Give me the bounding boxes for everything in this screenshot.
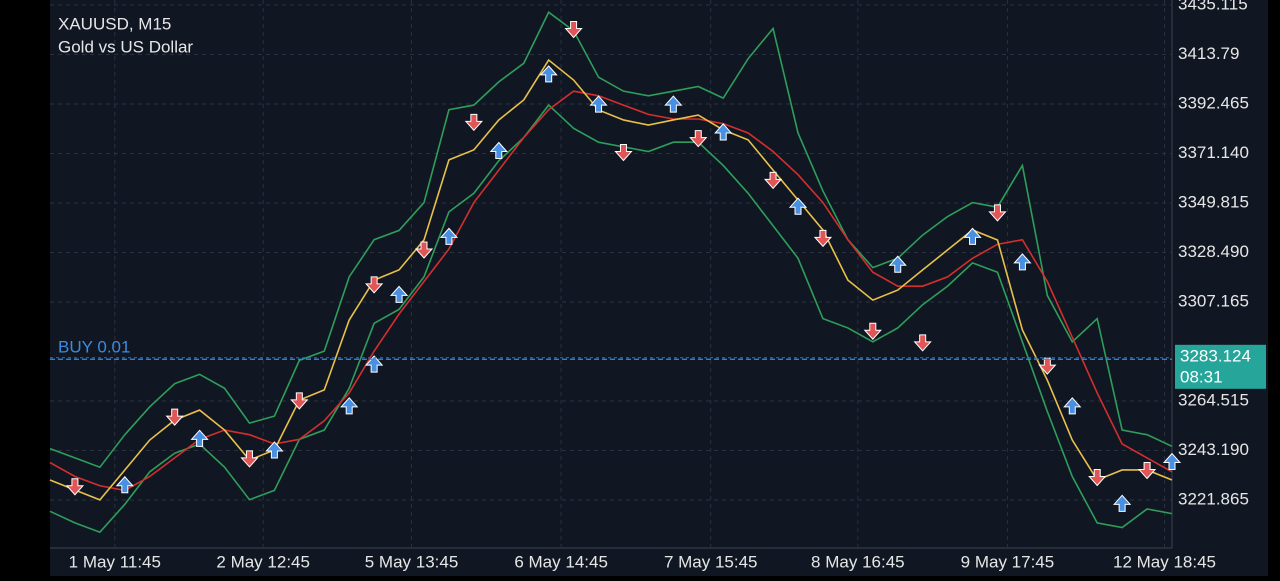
- buy-arrow: [489, 141, 508, 160]
- sell-arrow: [564, 20, 583, 39]
- current-price-label: 3283.124: [1180, 346, 1251, 365]
- sell-arrow: [414, 241, 434, 259]
- y-tick-label: 3435.115: [1178, 0, 1248, 13]
- sell-arrow: [1137, 462, 1157, 480]
- buy-arrow: [788, 197, 808, 215]
- buy-arrow: [664, 95, 683, 113]
- buy-arrow: [1013, 253, 1032, 271]
- current-price-box: [1175, 344, 1266, 389]
- buy-arrow: [714, 123, 733, 141]
- countdown-label: 08:31: [1180, 367, 1223, 386]
- x-tick-label: 9 May 17:45: [961, 552, 1055, 571]
- x-tick-label: 7 May 15:45: [664, 552, 758, 571]
- sell-arrow: [614, 144, 633, 162]
- sell-arrow: [290, 392, 309, 410]
- sell-arrow: [240, 450, 259, 468]
- order-label: BUY 0.01: [58, 338, 130, 357]
- y-tick-label: 3371.140: [1178, 143, 1249, 162]
- buy-arrow: [539, 65, 558, 83]
- y-tick-label: 3328.490: [1178, 242, 1249, 261]
- x-tick-label: 2 May 12:45: [216, 552, 310, 571]
- sell-arrow: [988, 204, 1007, 222]
- buy-arrow: [1113, 494, 1132, 512]
- buy-arrow: [389, 285, 409, 303]
- sell-arrow: [165, 408, 184, 426]
- y-tick-label: 3392.465: [1178, 93, 1249, 112]
- symbol-subtitle: Gold vs US Dollar: [58, 37, 193, 56]
- sell-arrow: [365, 276, 384, 294]
- buy-arrow: [963, 227, 982, 245]
- y-tick-label: 3243.190: [1178, 440, 1249, 459]
- plot-background: [50, 0, 1268, 576]
- x-tick-label: 1 May 11:45: [69, 552, 161, 571]
- buy-arrow: [1162, 452, 1182, 471]
- buy-arrow: [365, 355, 384, 373]
- sell-arrow: [689, 130, 708, 148]
- x-tick-label: 12 May 18:45: [1113, 552, 1216, 571]
- indicator-line: [49, 103, 1173, 534]
- sell-arrow: [1088, 468, 1107, 487]
- y-tick-label: 3307.165: [1178, 291, 1249, 310]
- sell-arrow: [464, 113, 483, 132]
- buy-arrow: [888, 255, 907, 273]
- indicator-line: [49, 90, 1173, 492]
- buy-arrow: [265, 441, 284, 459]
- y-tick-label: 3349.815: [1178, 192, 1249, 211]
- x-tick-label: 6 May 14:45: [514, 552, 608, 571]
- sell-arrow: [863, 322, 882, 340]
- overlay: [50, 20, 1182, 512]
- indicator-line: [49, 11, 1173, 469]
- grid: [50, 0, 1172, 548]
- indicator-line: [49, 58, 1173, 501]
- x-tick-label: 5 May 13:45: [365, 552, 459, 571]
- buy-arrow: [1063, 397, 1082, 415]
- sell-arrow: [913, 334, 932, 352]
- plot: [49, 11, 1173, 534]
- sell-arrow: [813, 229, 833, 248]
- y-tick-label: 3221.865: [1178, 489, 1249, 508]
- buy-arrow: [190, 429, 209, 447]
- buy-arrow: [589, 95, 608, 113]
- y-tick-label: 3413.79: [1178, 44, 1239, 63]
- sell-arrow: [65, 478, 85, 496]
- buy-arrow: [340, 397, 359, 415]
- buy-arrow: [439, 227, 459, 245]
- buy-arrow: [115, 476, 134, 494]
- y-tick-label: 3264.515: [1178, 390, 1249, 409]
- sell-arrow: [763, 171, 783, 190]
- x-tick-label: 8 May 16:45: [811, 552, 905, 571]
- symbol-title: XAUUSD, M15: [58, 14, 171, 33]
